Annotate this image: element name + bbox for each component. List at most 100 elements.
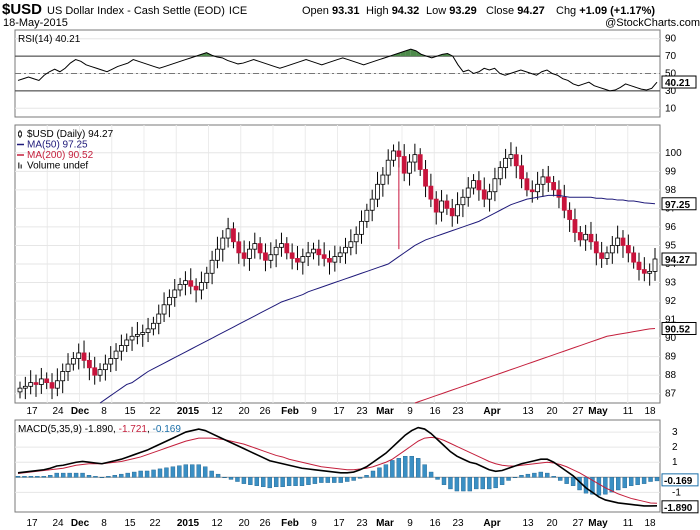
macd-tick-label: 3: [672, 427, 678, 438]
candle-body: [551, 182, 557, 191]
price-tick-label: 87: [665, 389, 677, 400]
macd-histogram-bar: [306, 477, 311, 485]
macd-histogram-bar: [248, 477, 253, 485]
candle-body: [145, 328, 151, 333]
candle-body: [279, 243, 284, 248]
macd-histogram-bar: [286, 477, 292, 486]
date-axis-label: 12: [211, 406, 223, 417]
candle-body: [33, 382, 39, 385]
candle-body: [129, 335, 135, 341]
macd-histogram-bar: [435, 477, 440, 480]
candle-body: [385, 159, 391, 176]
date-axis-top: 17 24 Dec 8 15 22 2015 12 20 26 Feb 9 17 23 Mar 9 16 23 Ap…: [26, 406, 656, 417]
candle-body: [70, 358, 76, 365]
macd-histogram-bar: [157, 468, 163, 478]
candle-body: [273, 246, 279, 256]
candle-body: [540, 176, 546, 185]
date-axis-label: 13: [522, 518, 534, 529]
date-axis-label: 13: [522, 406, 534, 417]
macd-histogram-bar: [235, 477, 240, 482]
macd-tick-label: -1: [672, 487, 681, 498]
candle-body: [396, 150, 402, 157]
macd-histogram-bar: [267, 477, 272, 489]
candle-body: [561, 196, 567, 211]
candle-body: [118, 345, 124, 352]
candle-body: [369, 198, 375, 211]
macd-tick-label: 2: [672, 442, 678, 453]
date-axis-label: 15: [124, 406, 136, 417]
macd-histogram-bar: [344, 477, 350, 482]
candle-body: [215, 248, 220, 261]
date-axis-label: 20: [238, 518, 250, 529]
candle-body: [199, 282, 204, 291]
candle-body: [102, 363, 108, 371]
candle-body: [364, 209, 370, 222]
date-axis-label: 20: [546, 518, 558, 529]
ohlc-high: High 94.32: [366, 5, 419, 17]
candle-body: [545, 176, 551, 183]
macd-histogram-bar: [590, 477, 595, 495]
candle-body: [60, 371, 66, 382]
macd-histogram-bar: [377, 467, 382, 478]
macd-histogram-bar: [383, 464, 389, 478]
macd-histogram-bar: [202, 466, 208, 478]
last-price-label-box: [661, 252, 697, 266]
candle-body: [471, 180, 476, 189]
macd-histogram-bar: [493, 477, 498, 489]
candle-body: [263, 252, 268, 261]
candle-body: [519, 165, 524, 180]
date-axis-label: Apr: [483, 406, 500, 417]
candle-body: [641, 269, 647, 274]
macd-histogram-bar: [338, 477, 343, 483]
candle-body: [22, 385, 28, 389]
date-axis-label: 23: [356, 406, 368, 417]
macd-legend-part: ,: [147, 424, 153, 435]
ohlc-close: Close 94.27: [486, 5, 545, 17]
date-axis-label: 2015: [177, 406, 200, 417]
macd-histogram-bar: [131, 471, 137, 478]
macd-line: [17, 426, 658, 507]
candle-body: [177, 283, 183, 291]
candle-body: [161, 304, 167, 315]
candle-body: [28, 382, 34, 387]
ma200-line: [414, 327, 656, 404]
ohlc-open: Open 93.31: [302, 5, 360, 17]
price-tick-label: 98: [665, 185, 677, 196]
macd-histogram-bar: [557, 477, 563, 481]
macd-hist-value: -0.169: [664, 476, 693, 487]
candle-body: [620, 237, 626, 246]
candle-body: [316, 248, 322, 256]
macd-histogram-bar: [364, 475, 369, 478]
macd-histogram-bar: [409, 455, 414, 478]
macd-histogram-bar: [448, 477, 453, 490]
macd-histogram-bar: [86, 475, 92, 478]
macd-histogram-bar: [461, 477, 466, 492]
macd-histogram-bar: [525, 473, 531, 478]
macd-histogram-bar: [54, 472, 59, 478]
date-axis-label: 11: [623, 518, 634, 529]
candle-body: [508, 154, 514, 159]
macd-histogram-bar: [454, 477, 460, 492]
price-legend-item: $USD (Daily) 94.27: [27, 129, 114, 140]
macd-histogram-bar: [403, 455, 408, 478]
candle-body: [476, 180, 482, 191]
candle-body: [604, 252, 610, 259]
candle-body: [625, 245, 631, 254]
macd-histogram-bar: [48, 475, 53, 478]
candle-body: [337, 252, 343, 257]
price-tick-label: 89: [665, 352, 677, 363]
candle-body: [231, 228, 236, 243]
macd-legend-part: -1.721: [119, 424, 148, 435]
date-axis-label: 12: [211, 518, 223, 529]
candle-body: [284, 243, 290, 254]
macd-histogram-bar: [125, 472, 130, 478]
macd-value: -1.890: [664, 503, 693, 514]
macd-histogram-bar: [164, 467, 169, 478]
candle-body: [433, 198, 439, 213]
candle-body: [257, 243, 263, 254]
date-axis-label: 22: [149, 518, 161, 529]
candle-body: [134, 334, 140, 337]
candle-body: [631, 252, 637, 263]
candle-body: [49, 382, 55, 389]
candle-body: [423, 169, 428, 187]
